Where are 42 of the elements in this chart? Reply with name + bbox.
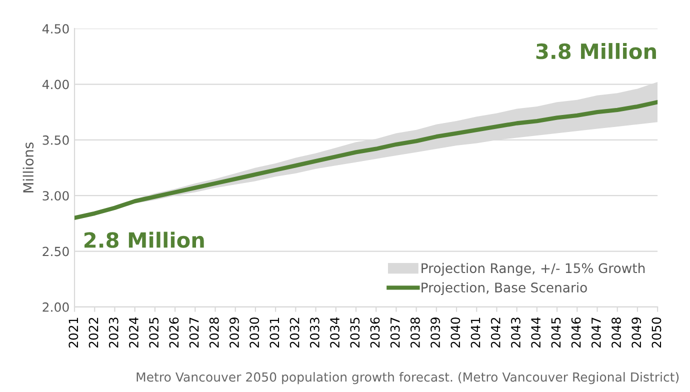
x-tick-label: 2031 xyxy=(270,318,280,348)
x-tick-label: 2033 xyxy=(310,318,320,348)
x-tick-label: 2022 xyxy=(88,318,98,348)
x-tick-label: 2040 xyxy=(450,317,460,348)
x-tick-label: 2034 xyxy=(330,317,340,348)
x-tick-label: 2028 xyxy=(209,318,219,348)
annotation: 2.8 Million xyxy=(84,232,204,248)
x-tick-label: 2045 xyxy=(551,318,561,348)
x-tick-label: 2030 xyxy=(250,317,260,348)
annotation: 3.8 Million xyxy=(536,43,656,60)
x-tick-label: 2026 xyxy=(169,317,179,348)
y-tick-label: 3.00 xyxy=(42,191,69,201)
x-tick-label: 2027 xyxy=(189,318,199,348)
x-tick-label: 2048 xyxy=(612,318,621,348)
x-tick-label: 2025 xyxy=(149,318,159,348)
x-tick-label: 2037 xyxy=(390,318,400,348)
y-tick-label: 2.50 xyxy=(42,246,69,256)
x-tick-label: 2039 xyxy=(430,318,440,348)
x-tick-label: 2021 xyxy=(68,318,78,348)
y-tick-label: 4.00 xyxy=(42,80,69,90)
legend-label: Projection, Base Scenario xyxy=(422,282,587,296)
x-tick-label: 2050 xyxy=(652,317,662,348)
x-tick-label: 2035 xyxy=(350,318,360,348)
x-tick-label: 2044 xyxy=(531,317,541,348)
x-tick-label: 2042 xyxy=(490,318,500,348)
x-tick-label: 2046 xyxy=(571,317,581,348)
x-tick-label: 2049 xyxy=(632,318,642,348)
x-tick-label: 2041 xyxy=(470,318,480,348)
x-tick-label: 2029 xyxy=(230,318,239,348)
y-tick-label: 3.50 xyxy=(42,135,69,145)
legend-label: Projection Range, +/- 15% Growth xyxy=(422,262,645,276)
y-axis-title: Millions xyxy=(22,142,34,192)
x-tick-label: 2036 xyxy=(370,317,380,348)
x-tick-label: 2047 xyxy=(591,318,601,348)
x-tick-label: 2038 xyxy=(410,318,420,348)
x-tick-label: 2024 xyxy=(129,317,138,348)
x-tick-label: 2032 xyxy=(290,318,300,348)
y-tick-label: 4.50 xyxy=(42,24,69,34)
y-tick-label: 2.00 xyxy=(42,302,69,312)
x-tick-label: 2043 xyxy=(511,318,520,348)
x-tick-label: 2023 xyxy=(108,318,118,348)
text: Metro Vancouver 2050 population growth forecast. (Metro Vancouver Regional District) xyxy=(136,372,679,384)
